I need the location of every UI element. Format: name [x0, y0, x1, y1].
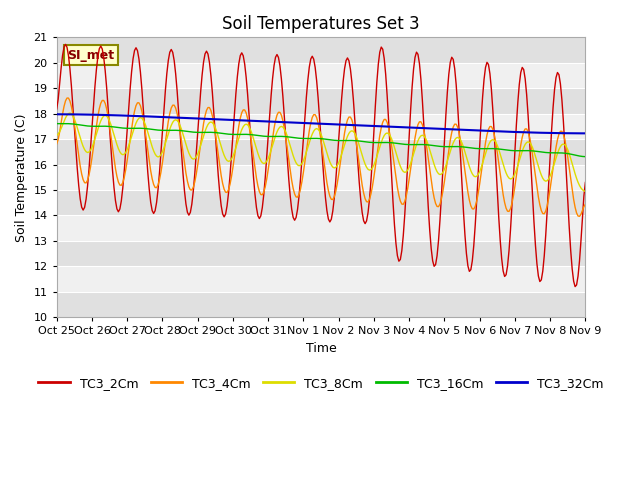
Bar [57, 165, 586, 190]
TC3_4Cm [63, 95, 71, 101]
TC3_16Cm [582, 154, 589, 159]
TC3_4Cm [355, 162, 363, 168]
TC3_16Cm [355, 138, 363, 144]
TC3_8Cm [53, 132, 61, 138]
TC3_16Cm [69, 121, 77, 127]
Legend: TC3_2Cm, TC3_4Cm, TC3_8Cm, TC3_16Cm, TC3_32Cm: TC3_2Cm, TC3_4Cm, TC3_8Cm, TC3_16Cm, TC3… [33, 372, 609, 395]
TC3_16Cm [373, 140, 381, 145]
TC3_32Cm [354, 122, 362, 128]
TC3_16Cm [60, 120, 68, 126]
Line: TC3_32Cm: TC3_32Cm [57, 114, 586, 133]
TC3_2Cm [53, 106, 61, 112]
TC3_32Cm [383, 124, 391, 130]
TC3_16Cm [385, 140, 392, 145]
Line: TC3_8Cm: TC3_8Cm [57, 113, 586, 192]
TC3_8Cm [582, 189, 589, 194]
Bar [57, 266, 586, 292]
TC3_4Cm [385, 125, 392, 131]
TC3_32Cm [517, 129, 525, 135]
TC3_32Cm [151, 114, 159, 120]
TC3_4Cm [582, 201, 589, 207]
Y-axis label: Soil Temperature (C): Soil Temperature (C) [15, 113, 28, 241]
X-axis label: Time: Time [306, 342, 337, 355]
Bar [57, 216, 586, 241]
TC3_8Cm [66, 110, 74, 116]
TC3_8Cm [373, 154, 381, 159]
Bar [57, 241, 586, 266]
TC3_32Cm [372, 123, 380, 129]
TC3_2Cm [385, 117, 392, 123]
TC3_32Cm [68, 111, 76, 117]
Title: Soil Temperatures Set 3: Soil Temperatures Set 3 [222, 15, 420, 33]
TC3_4Cm [575, 214, 583, 219]
TC3_8Cm [385, 131, 392, 137]
TC3_2Cm [518, 65, 526, 71]
TC3_4Cm [53, 141, 61, 147]
Bar [57, 88, 586, 114]
TC3_16Cm [153, 127, 161, 133]
TC3_2Cm [582, 180, 589, 185]
TC3_32Cm [53, 111, 61, 117]
TC3_4Cm [518, 134, 526, 140]
Line: TC3_2Cm: TC3_2Cm [57, 44, 586, 287]
Bar [57, 190, 586, 216]
TC3_4Cm [373, 153, 381, 158]
TC3_2Cm [572, 284, 579, 289]
TC3_8Cm [518, 148, 526, 154]
Bar [57, 63, 586, 88]
Line: TC3_16Cm: TC3_16Cm [57, 123, 586, 156]
TC3_8Cm [69, 113, 77, 119]
TC3_4Cm [153, 185, 161, 191]
TC3_16Cm [518, 148, 526, 154]
Bar [57, 114, 586, 139]
TC3_32Cm [582, 131, 589, 136]
Bar [57, 37, 586, 63]
Text: SI_met: SI_met [67, 48, 115, 61]
TC3_16Cm [53, 121, 61, 127]
TC3_2Cm [69, 103, 77, 108]
TC3_2Cm [355, 179, 363, 185]
TC3_8Cm [153, 153, 161, 159]
TC3_2Cm [61, 41, 69, 47]
TC3_2Cm [373, 79, 381, 85]
Line: TC3_4Cm: TC3_4Cm [57, 98, 586, 216]
TC3_2Cm [153, 200, 161, 205]
Bar [57, 139, 586, 165]
Bar [57, 292, 586, 317]
TC3_8Cm [355, 142, 363, 148]
TC3_4Cm [69, 111, 77, 117]
